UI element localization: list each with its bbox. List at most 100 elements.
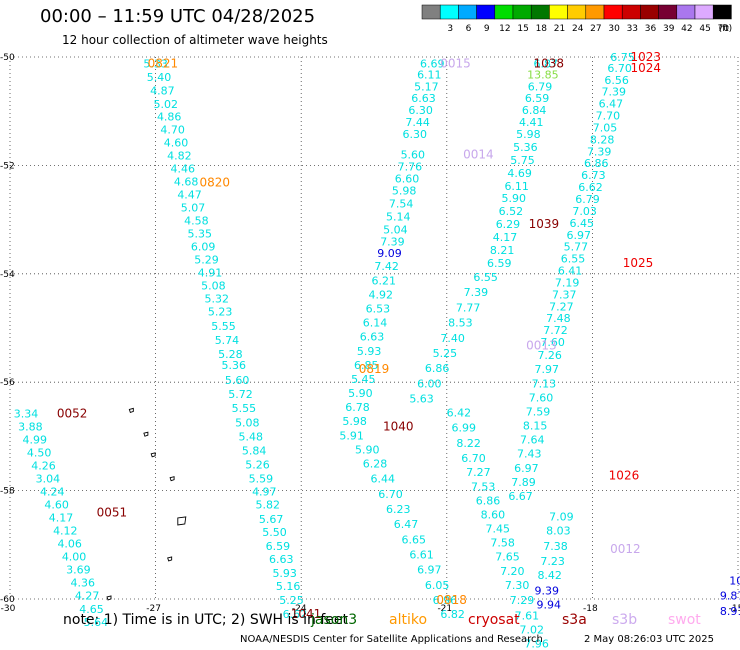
mission-label-cryosat: cryosat bbox=[468, 612, 520, 628]
swh-value-label: 5.98 bbox=[342, 415, 367, 428]
swh-value-label: 4.24 bbox=[40, 486, 65, 499]
y-tick-label: -52 bbox=[0, 161, 15, 171]
swh-value-label: 6.63 bbox=[360, 331, 385, 344]
legend-tick-label: 42 bbox=[681, 24, 692, 34]
pass-id-label: 1024 bbox=[631, 61, 662, 75]
swh-value-label: 6.59 bbox=[487, 257, 512, 270]
swh-value-label: 6.41 bbox=[558, 265, 583, 278]
swh-value-label: 6.70 bbox=[378, 488, 403, 501]
swh-value-label: 4.82 bbox=[167, 150, 192, 163]
swh-value-label: 5.08 bbox=[201, 280, 226, 293]
x-tick-label: -21 bbox=[437, 604, 452, 614]
swh-value-label: 5.07 bbox=[181, 202, 206, 215]
swh-value-label: 5.55 bbox=[232, 402, 257, 415]
swh-value-label: 4.00 bbox=[62, 551, 87, 564]
swh-value-label: 7.19 bbox=[555, 276, 580, 289]
swh-value-label: 6.69 bbox=[420, 58, 445, 71]
swh-value-label: 5.67 bbox=[259, 513, 284, 526]
swh-value-label: 5.16 bbox=[276, 580, 301, 593]
swh-value-label: 6.97 bbox=[514, 462, 539, 475]
x-tick-label: -30 bbox=[1, 604, 16, 614]
swh-value-label: 7.09 bbox=[549, 511, 574, 524]
swh-value-label: 7.76 bbox=[398, 160, 423, 173]
swh-value-label: 6.05 bbox=[425, 579, 450, 592]
swh-value-label: 3.04 bbox=[36, 473, 61, 486]
swh-value-label: 4.17 bbox=[493, 231, 518, 244]
legend-tick-label: 45 bbox=[699, 24, 710, 34]
swh-value-label: 7.03 bbox=[572, 205, 597, 218]
swh-value-label: 4.06 bbox=[57, 538, 82, 551]
swh-value-label: 5.82 bbox=[255, 499, 280, 512]
mission-label-s3b: s3b bbox=[612, 612, 638, 628]
swh-value-label: 6.86 bbox=[476, 494, 501, 507]
swh-value-label: 7.40 bbox=[440, 332, 465, 345]
island-outline bbox=[177, 516, 187, 526]
swh-value-label: 5.84 bbox=[242, 444, 267, 457]
swh-value-label: 7.20 bbox=[500, 565, 525, 578]
swh-value-label: 6.55 bbox=[473, 271, 498, 284]
pass-id-label: 1026 bbox=[609, 468, 640, 482]
swh-value-label: 5.74 bbox=[215, 334, 240, 347]
legend-tick-label: 18 bbox=[536, 24, 548, 34]
swh-value-label: 5.64 bbox=[84, 616, 109, 629]
swh-value-label: 9.87 bbox=[720, 590, 740, 603]
swh-value-label: 8.60 bbox=[481, 508, 506, 521]
swh-value-label: 7.60 bbox=[529, 391, 554, 404]
swh-value-label: 6.47 bbox=[599, 98, 624, 111]
swh-value-label: 7.39 bbox=[602, 86, 627, 99]
swh-value-label: 6.42 bbox=[447, 407, 472, 420]
swh-value-label: 5.32 bbox=[205, 293, 230, 306]
swh-value-label: 7.26 bbox=[537, 349, 562, 362]
swh-value-label: 4.86 bbox=[157, 111, 182, 124]
swh-value-label: 4.58 bbox=[184, 215, 209, 228]
footer-credit: NOAA/NESDIS Center for Satellite Applica… bbox=[240, 634, 543, 645]
swh-value-label: 5.29 bbox=[194, 254, 219, 267]
swh-value-label: 6.55 bbox=[561, 253, 586, 266]
swh-value-label: 7.23 bbox=[540, 555, 565, 568]
swh-value-label: 4.17 bbox=[49, 512, 74, 525]
swh-value-label: 5.26 bbox=[245, 459, 270, 472]
swh-value-label: 7.60 bbox=[540, 336, 565, 349]
pass-id-label: 1040 bbox=[383, 420, 414, 434]
swh-value-label: 4.46 bbox=[171, 163, 196, 176]
swh-value-label: 6.65 bbox=[402, 533, 427, 546]
pass-id-label: 0051 bbox=[97, 505, 128, 519]
swh-value-label: 7.59 bbox=[526, 405, 551, 418]
legend-unit: (ft) bbox=[719, 24, 733, 34]
legend-tick-label: 12 bbox=[499, 24, 510, 34]
swh-value-label: 5.90 bbox=[348, 387, 373, 400]
pass-id-label: 0820 bbox=[200, 176, 231, 190]
island-outline bbox=[143, 431, 149, 437]
swh-value-label: 6.59 bbox=[266, 540, 291, 553]
swh-value-label: 5.59 bbox=[249, 473, 274, 486]
x-tick-label: -15 bbox=[729, 604, 740, 614]
swh-value-label: 8.03 bbox=[546, 525, 571, 538]
swh-value-label: 6.62 bbox=[578, 181, 603, 194]
y-tick-label: -58 bbox=[0, 487, 15, 497]
swh-value-label: 8.91 bbox=[720, 605, 740, 618]
swh-value-label: 4.92 bbox=[369, 288, 394, 301]
mission-label-swot: swot bbox=[668, 612, 701, 628]
legend-tick-label: 70 bbox=[718, 24, 730, 34]
swh-value-label: 3.34 bbox=[14, 408, 39, 421]
swh-value-label: 4.99 bbox=[23, 434, 48, 447]
swh-value-label: 5.48 bbox=[238, 430, 263, 443]
swh-value-label: 5.45 bbox=[351, 373, 376, 386]
swh-value-label: 5.23 bbox=[208, 306, 233, 319]
swh-value-label: 7.39 bbox=[464, 286, 489, 299]
legend-tick-label: 24 bbox=[572, 24, 584, 34]
swh-value-label: 6.60 bbox=[395, 172, 420, 185]
swh-value-label: 7.89 bbox=[511, 476, 536, 489]
swh-value-label: 5.93 bbox=[357, 345, 382, 358]
pass-id-label: 0819 bbox=[359, 362, 390, 376]
swh-value-label: 4.41 bbox=[519, 116, 544, 129]
mission-label-jason3: jason3 bbox=[311, 612, 358, 628]
swh-value-label: 6.56 bbox=[604, 74, 629, 87]
swh-value-label: 7.72 bbox=[543, 324, 568, 337]
page-subtitle: 12 hour collection of altimeter wave hei… bbox=[62, 33, 328, 47]
swh-value-label: 5.91 bbox=[339, 429, 364, 442]
swh-value-label: 9.09 bbox=[377, 247, 402, 260]
y-tick-label: -50 bbox=[0, 53, 15, 63]
swh-value-label: 6.63 bbox=[411, 92, 436, 105]
swh-value-label: 5.98 bbox=[392, 184, 417, 197]
